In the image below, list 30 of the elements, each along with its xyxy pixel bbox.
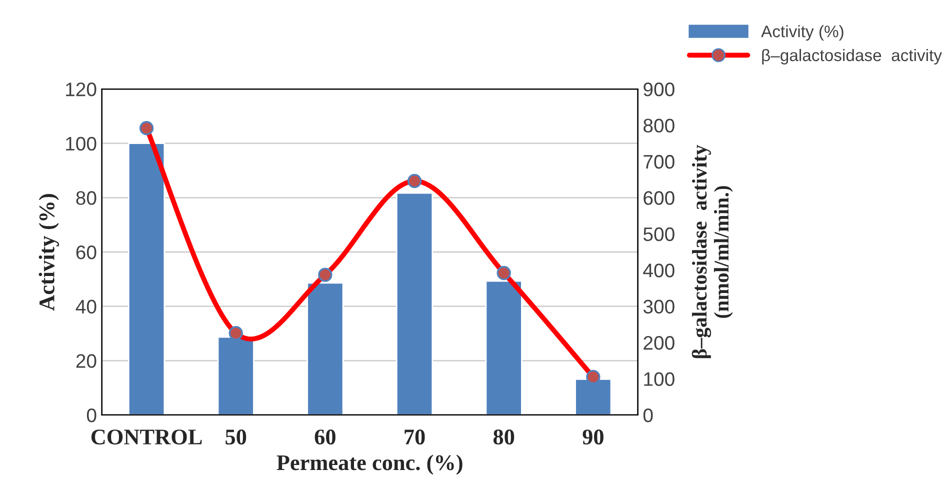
y2-tick-label: 700: [644, 154, 674, 169]
y2-tick-label: 200: [644, 336, 674, 350]
y-tick-label: 40: [76, 300, 96, 314]
legend-label: Activity (%): [761, 25, 844, 41]
y2-tick-label: 900: [644, 82, 674, 96]
y2-tick-label: 600: [644, 191, 674, 205]
y-tick-label: 20: [76, 354, 96, 368]
x-tick-label: 70: [404, 430, 425, 445]
x-tick-label: 80: [493, 430, 514, 445]
y-tick-label: 60: [76, 245, 96, 260]
x-tick-label: CONTROL: [91, 430, 202, 445]
y-tick-label: 120: [66, 82, 96, 96]
y2-tick-label: 800: [644, 118, 674, 132]
y2-tick-label: 500: [643, 227, 674, 242]
y-tick-label: 0: [86, 408, 96, 422]
y2-axis-title: β–galactosidase activity (nmol/ml/min.): [692, 144, 733, 358]
x-tick-label: 60: [314, 430, 336, 445]
y2-tick-label: 400: [643, 264, 674, 278]
y2-tick-label: 300: [643, 300, 674, 314]
y-axis-title: Activity (%): [38, 194, 60, 311]
x-tick-label: 90: [582, 430, 604, 445]
x-axis-title: Permeate conc. (%): [276, 454, 462, 475]
bar: [128, 142, 166, 415]
bar: [396, 192, 434, 415]
y2-tick-label: 0: [643, 408, 653, 422]
y-tick-label: 100: [66, 136, 96, 151]
x-tick-label: 50: [226, 430, 246, 445]
legend-label: β–galactosidase activity: [762, 48, 942, 64]
y2-tick-label: 100: [644, 372, 674, 386]
y-tick-label: 80: [76, 191, 96, 205]
